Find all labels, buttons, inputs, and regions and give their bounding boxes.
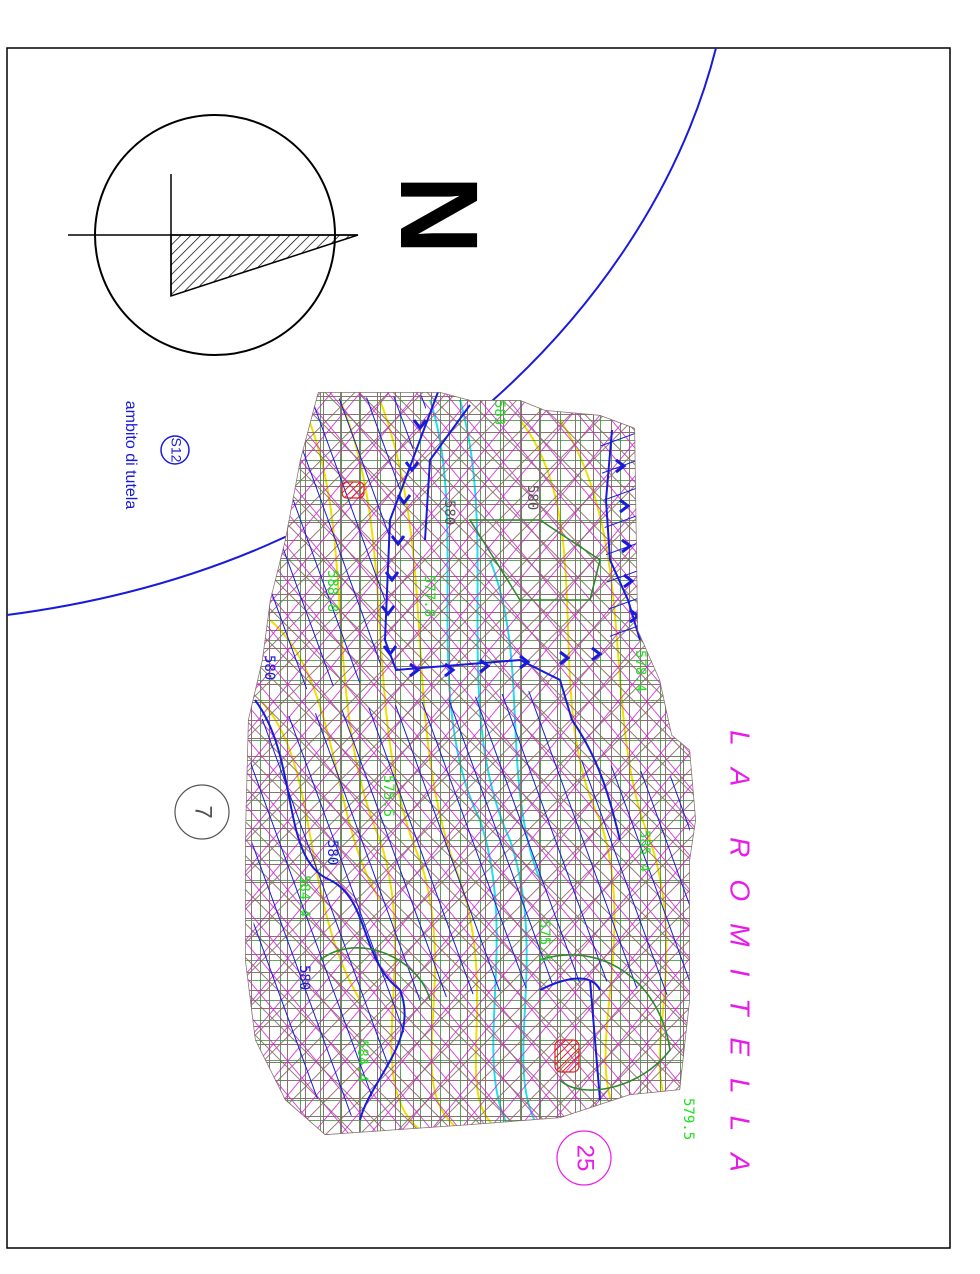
slope-arrow-markers [380, 419, 641, 678]
elevation-label: 585.4 [636, 830, 652, 872]
study-area: 585.5 583 588.8 584.4 584.4 578.4 575.5 … [245, 392, 696, 1162]
legend-zone-label: ambito di tutela [122, 401, 139, 510]
elevation-label: 575.5 [380, 775, 396, 817]
elevation-label: 585.5 [536, 1120, 552, 1162]
sheet-border [6, 47, 951, 1249]
north-pointer-icon [170, 234, 359, 298]
elevation-label: 583 [491, 400, 507, 425]
place-name: LA ROMITELLA [725, 730, 756, 1194]
elevation-label: 584.4 [296, 875, 312, 917]
north-letter: N [377, 175, 500, 254]
elevation-label: 578.4 [632, 650, 648, 692]
contour-label: 580 [441, 500, 457, 525]
contour-label: 580 [261, 655, 277, 680]
elevation-label: 577.8 [421, 575, 437, 617]
parcel-number: 25 [572, 1145, 599, 1172]
elevation-label: 588.8 [324, 570, 340, 612]
parcel-number: 7 [190, 805, 217, 818]
elevation-label: 584.4 [354, 1040, 370, 1082]
elevation-label: 579.5 [680, 1098, 696, 1140]
legend-zone-circle [160, 435, 190, 465]
contour-value-labels: 580 580 580 [261, 655, 340, 990]
parcel-circle [556, 1130, 612, 1186]
legend: S12 ambito di tutela [122, 401, 190, 510]
legend-zone-code: S12 [168, 438, 184, 463]
contour-label: 580 [296, 965, 312, 990]
parcel-circle [174, 784, 230, 840]
elevation-label: 575.5 [536, 920, 552, 962]
north-arrow: N [68, 114, 500, 356]
contour-label: 580 [524, 485, 540, 510]
green-outlines [319, 519, 671, 1091]
parcel-7: 7 [174, 784, 230, 840]
parcel-25: 25 [556, 1130, 612, 1186]
building-south [554, 1039, 580, 1073]
elevation-labels: 585.5 583 588.8 584.4 584.4 578.4 575.5 … [296, 400, 652, 1162]
contour-label: 580 [324, 840, 340, 865]
building-north [341, 481, 365, 499]
